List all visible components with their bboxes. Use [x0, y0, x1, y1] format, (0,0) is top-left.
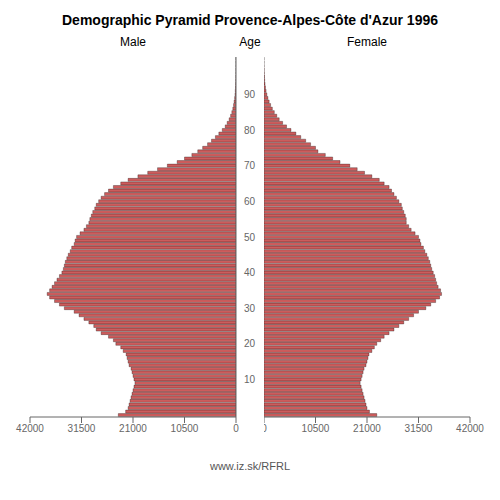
svg-text:42000: 42000 [16, 423, 44, 434]
svg-text:31500: 31500 [68, 423, 96, 434]
svg-text:0: 0 [233, 423, 239, 434]
svg-text:50: 50 [244, 232, 256, 243]
svg-text:60: 60 [244, 196, 256, 207]
svg-text:0: 0 [264, 423, 267, 434]
html-text:Male: Male [120, 35, 146, 49]
svg-text:21000: 21000 [119, 423, 147, 434]
html-text:Demographic Pyramid Provence-A: Demographic Pyramid Provence-Alpes-Côte … [62, 12, 438, 28]
svg-text:30: 30 [244, 303, 256, 314]
html-text:Age: Age [239, 35, 261, 49]
svg-text:42000: 42000 [456, 423, 484, 434]
svg-text:10500: 10500 [302, 423, 330, 434]
svg-text:10500: 10500 [171, 423, 199, 434]
svg-text:20: 20 [244, 338, 256, 349]
svg-text:90: 90 [244, 89, 256, 100]
svg-text:80: 80 [244, 125, 256, 136]
html-text:Female: Female [347, 35, 387, 49]
svg-text:70: 70 [244, 160, 256, 171]
html-text:www.iz.sk/RFRL: www.iz.sk/RFRL [210, 460, 290, 472]
svg-text:40: 40 [244, 267, 256, 278]
svg-text:10: 10 [244, 374, 256, 385]
svg-text:21000: 21000 [353, 423, 381, 434]
svg-text:31500: 31500 [405, 423, 433, 434]
